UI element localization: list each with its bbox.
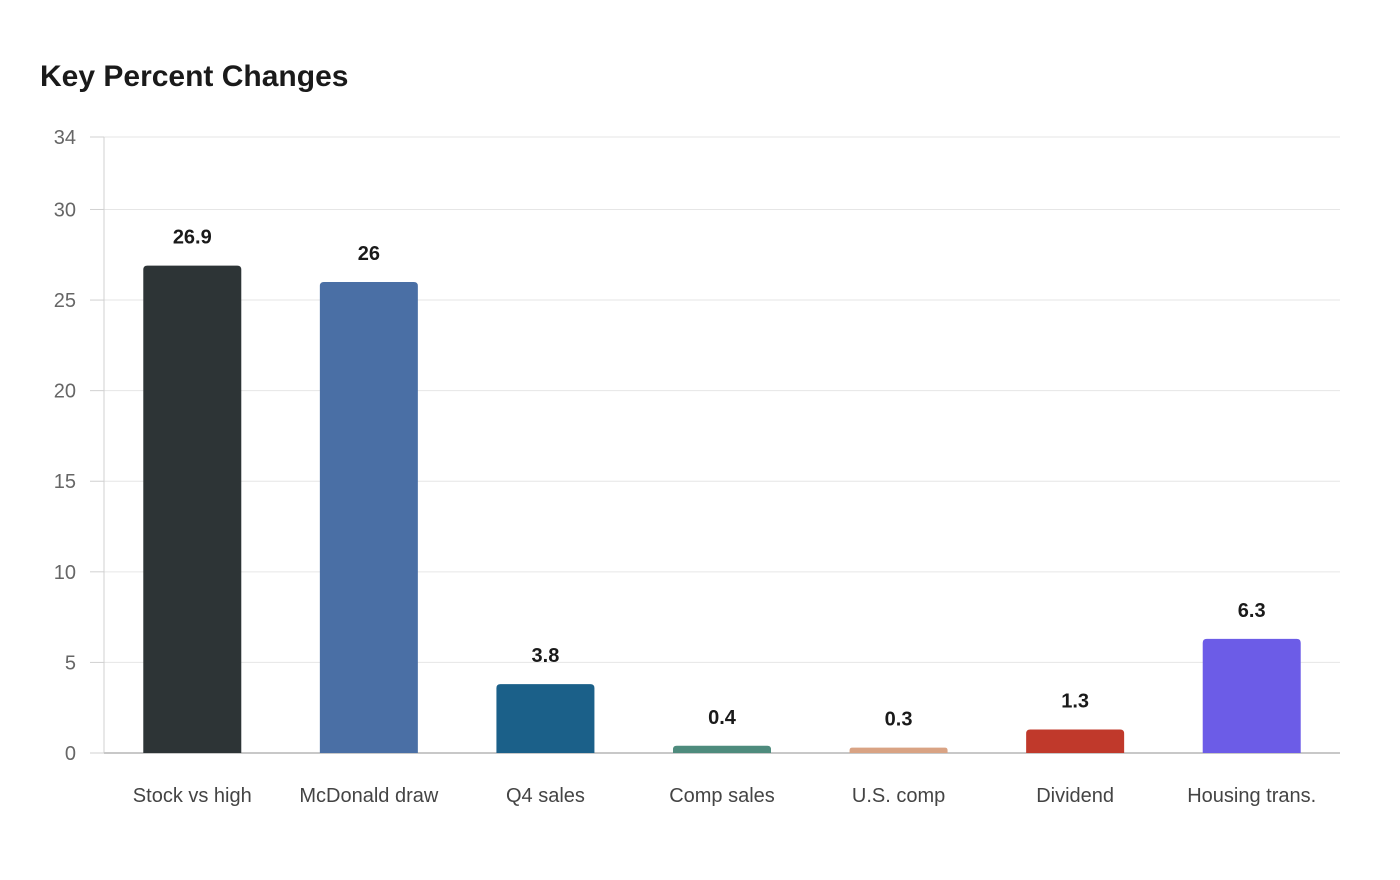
bar-q4-sales — [496, 684, 595, 753]
y-tick-labels: 0 5 10 15 20 25 30 34 — [54, 127, 76, 765]
category-label: Housing trans. — [1187, 785, 1316, 807]
chart-title: Key Percent Changes — [40, 60, 349, 93]
value-label: 3.8 — [532, 645, 560, 667]
bar-comp-sales — [673, 745, 771, 753]
y-tick-label: 20 — [54, 381, 76, 403]
category-label: Dividend — [1036, 785, 1114, 807]
y-tick-label: 15 — [54, 471, 76, 493]
category-label: McDonald draw — [299, 785, 439, 807]
value-label: 6.3 — [1238, 600, 1266, 622]
category-label: Q4 sales — [506, 785, 585, 807]
value-label: 0.4 — [708, 707, 737, 729]
value-labels: 26.9 26 3.8 0.4 0.3 1.3 6.3 — [173, 227, 1266, 731]
y-tick-label: 10 — [54, 562, 76, 584]
bar-housing-trans — [1202, 638, 1301, 753]
category-label: U.S. comp — [852, 785, 945, 807]
value-label: 26.9 — [173, 227, 212, 249]
bar-mcdonald-draw — [319, 281, 418, 753]
value-label: 0.3 — [885, 709, 913, 731]
y-tick-label: 0 — [65, 743, 76, 765]
value-label: 26 — [358, 243, 380, 265]
bar-stock-vs-high — [143, 265, 242, 753]
y-tick-label: 34 — [54, 127, 76, 149]
bar-u-s-comp — [849, 747, 948, 753]
y-tick-label: 25 — [54, 290, 76, 312]
axes — [103, 137, 1340, 754]
category-label: Comp sales — [669, 785, 775, 807]
category-label: Stock vs high — [133, 785, 252, 807]
category-labels: Stock vs high McDonald draw Q4 sales Comp s… — [133, 785, 1316, 807]
y-tick-label: 30 — [54, 199, 76, 221]
y-tick-label: 5 — [65, 652, 76, 674]
bars — [143, 265, 1301, 753]
value-label: 1.3 — [1061, 690, 1089, 712]
bar-dividend — [1026, 729, 1125, 753]
gridlines — [90, 136, 1340, 754]
